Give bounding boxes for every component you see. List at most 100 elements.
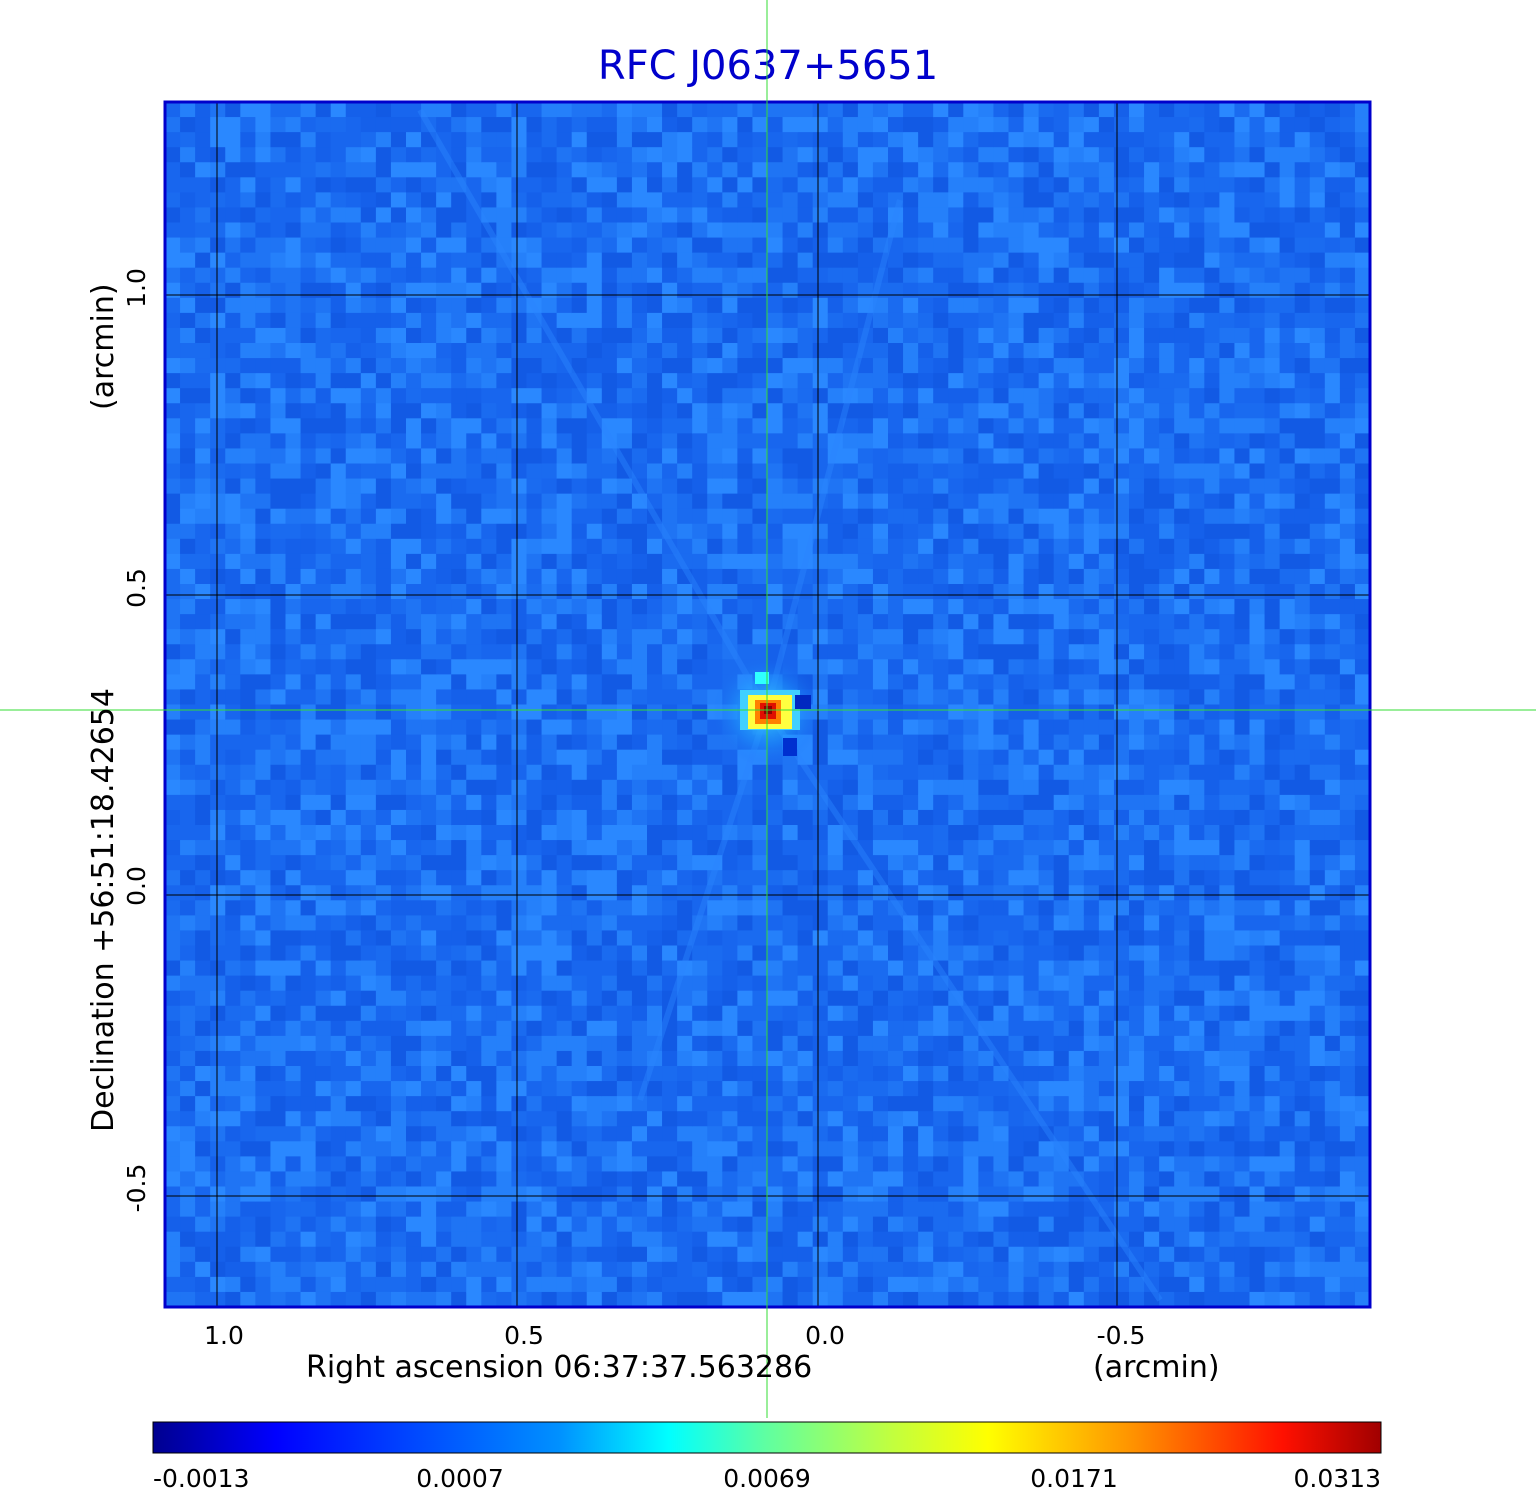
map-pixel xyxy=(255,1126,271,1142)
map-pixel xyxy=(722,1186,738,1203)
map-pixel xyxy=(601,433,618,449)
map-pixel xyxy=(240,990,256,1007)
map-pixel xyxy=(180,809,196,826)
map-pixel xyxy=(165,599,181,615)
map-pixel xyxy=(1008,523,1025,540)
map-pixel xyxy=(496,629,512,645)
map-pixel xyxy=(1068,1201,1085,1218)
map-pixel xyxy=(797,764,814,781)
map-pixel xyxy=(466,448,482,464)
map-pixel xyxy=(240,463,256,480)
map-pixel xyxy=(180,1066,196,1082)
map-pixel xyxy=(1023,825,1040,841)
map-pixel xyxy=(180,207,196,223)
map-pixel xyxy=(707,478,723,495)
map-pixel xyxy=(421,553,437,570)
map-pixel xyxy=(436,237,452,254)
map-pixel xyxy=(662,493,678,510)
map-pixel xyxy=(240,659,256,675)
map-pixel xyxy=(1083,1005,1100,1022)
map-pixel xyxy=(918,840,934,856)
map-pixel xyxy=(345,252,362,269)
map-pixel xyxy=(300,1231,317,1248)
map-pixel xyxy=(752,960,768,977)
map-pixel xyxy=(1038,1050,1055,1067)
map-pixel xyxy=(1083,1156,1100,1172)
map-pixel xyxy=(285,358,302,374)
map-pixel xyxy=(421,794,437,811)
map-pixel xyxy=(978,659,994,675)
map-pixel xyxy=(631,840,648,856)
map-pixel xyxy=(541,433,558,449)
map-pixel xyxy=(390,779,407,796)
map-pixel xyxy=(933,719,949,736)
map-pixel xyxy=(1008,779,1025,796)
map-pixel xyxy=(165,749,181,766)
map-pixel xyxy=(1008,704,1025,721)
map-pixel xyxy=(963,945,979,962)
map-pixel xyxy=(466,1201,482,1218)
map-pixel xyxy=(466,704,482,721)
map-pixel xyxy=(827,358,844,374)
map-pixel xyxy=(1038,463,1055,480)
map-pixel xyxy=(466,1111,482,1127)
map-pixel xyxy=(406,312,422,329)
map-pixel xyxy=(601,177,618,193)
map-pixel xyxy=(225,840,241,856)
map-pixel xyxy=(180,192,196,208)
map-pixel xyxy=(496,418,512,434)
map-pixel xyxy=(481,478,497,495)
map-pixel xyxy=(1038,132,1055,148)
map-pixel xyxy=(345,1156,362,1172)
map-pixel xyxy=(225,237,241,254)
map-pixel xyxy=(647,1261,663,1278)
map-pixel xyxy=(1068,629,1085,645)
map-pixel xyxy=(918,162,934,178)
map-pixel xyxy=(526,493,543,510)
map-pixel xyxy=(722,267,738,284)
map-pixel xyxy=(571,975,588,992)
map-pixel xyxy=(1023,749,1040,766)
map-pixel xyxy=(165,659,181,675)
map-pixel xyxy=(888,689,904,705)
map-pixel xyxy=(752,1081,768,1097)
map-pixel xyxy=(240,734,256,751)
map-pixel xyxy=(707,990,723,1007)
map-pixel xyxy=(888,312,904,329)
map-pixel xyxy=(436,930,452,946)
map-pixel xyxy=(210,1231,226,1248)
map-pixel xyxy=(270,553,286,570)
map-pixel xyxy=(165,1050,181,1067)
map-pixel xyxy=(933,930,949,946)
map-pixel xyxy=(933,870,949,886)
map-pixel xyxy=(647,1186,663,1203)
map-pixel xyxy=(300,990,317,1007)
map-pixel xyxy=(330,840,347,856)
map-pixel xyxy=(240,855,256,871)
map-pixel xyxy=(782,388,799,404)
map-pixel xyxy=(240,960,256,977)
map-pixel xyxy=(451,614,467,630)
map-pixel xyxy=(797,1156,814,1172)
map-pixel xyxy=(1038,237,1055,254)
map-pixel xyxy=(963,960,979,977)
map-pixel xyxy=(165,990,181,1007)
map-pixel xyxy=(556,719,573,736)
map-pixel xyxy=(647,1111,663,1127)
map-pixel xyxy=(1053,1276,1070,1293)
map-pixel xyxy=(165,162,181,178)
map-pixel xyxy=(451,960,467,977)
map-pixel xyxy=(195,493,211,510)
map-pixel xyxy=(285,1216,302,1233)
map-pixel xyxy=(300,162,317,178)
map-pixel xyxy=(631,312,648,329)
map-pixel xyxy=(872,1261,889,1278)
map-pixel xyxy=(752,192,768,208)
map-pixel xyxy=(662,599,678,615)
map-pixel xyxy=(601,794,618,811)
map-pixel xyxy=(1053,147,1070,163)
map-pixel xyxy=(888,1216,904,1233)
map-pixel xyxy=(270,674,286,690)
map-pixel xyxy=(390,297,407,314)
map-pixel xyxy=(1023,327,1040,344)
